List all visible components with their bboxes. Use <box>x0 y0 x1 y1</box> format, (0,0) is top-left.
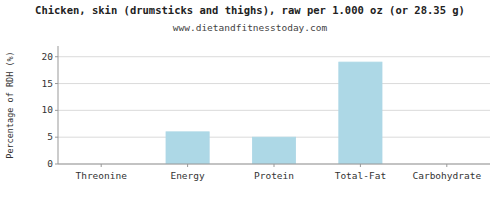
chart-svg: Chicken, skin (drumsticks and thighs), r… <box>0 0 500 200</box>
title: Chicken, skin (drumsticks and thighs), r… <box>35 4 465 16</box>
grid-line <box>58 56 490 57</box>
bar <box>252 137 295 164</box>
y-axis-label: Percentage of RDH (%) <box>5 51 15 158</box>
bar <box>166 132 209 164</box>
x-tick <box>446 164 447 167</box>
bar <box>339 62 382 164</box>
x-tick <box>187 164 188 167</box>
y-tick-label: 5 <box>47 131 53 142</box>
y-tick-label: 0 <box>47 158 53 169</box>
x-tick-label: Protein <box>254 170 294 181</box>
x-axis: Threonine Energy Protein Total-Fat Carbohydr… <box>75 164 481 181</box>
chart-container: Chicken, skin (drumsticks and thighs), r… <box>0 0 500 200</box>
y-axis-line <box>58 46 59 164</box>
y-tick-label: 10 <box>42 104 54 115</box>
x-tick-label: Threonine <box>75 170 127 181</box>
x-tick <box>274 164 275 167</box>
y-axis: 0 5 10 15 20 <box>42 51 490 169</box>
bars <box>166 62 382 164</box>
y-tick-label: 15 <box>42 78 53 89</box>
subtitle: www.dietandfitnesstoday.com <box>173 22 328 33</box>
x-tick <box>360 164 361 167</box>
grid-line <box>58 110 490 111</box>
y-tick-label: 20 <box>42 51 54 62</box>
x-tick <box>101 164 102 167</box>
x-tick-label: Total-Fat <box>335 170 386 181</box>
grid-line <box>58 83 490 84</box>
x-tick-label: Carbohydrate <box>412 170 481 181</box>
x-tick-label: Energy <box>170 170 205 181</box>
